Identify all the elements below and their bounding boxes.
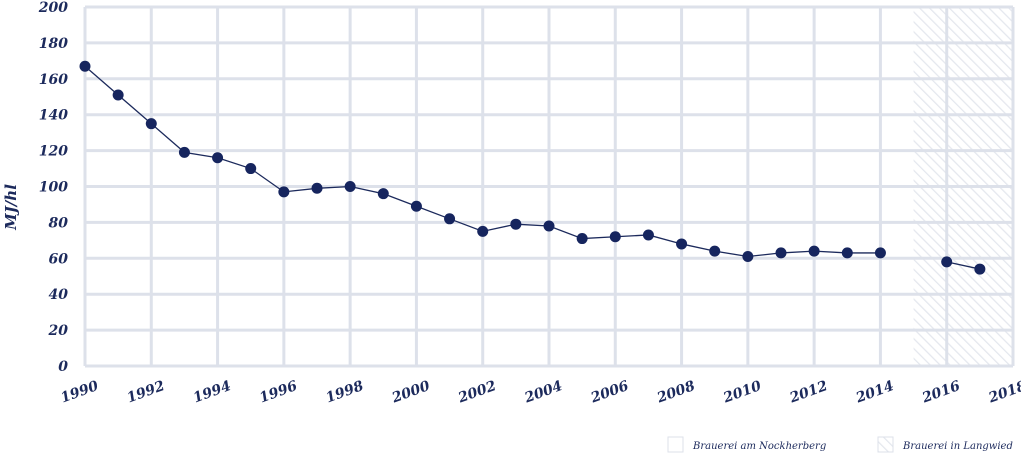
legend-label-0: Brauerei am Nockherberg: [692, 441, 826, 452]
x-tick-label: 2006: [588, 378, 631, 407]
y-tick-label: 200: [38, 0, 68, 16]
data-point: [311, 182, 323, 194]
grid: [83, 5, 1015, 368]
data-point: [709, 245, 721, 257]
y-tick-labels: 0 20 40 60 80 100 120 140 160 180 200: [38, 0, 68, 375]
legend-swatch-hatched: [877, 436, 894, 453]
x-tick-label: 2004: [522, 378, 565, 407]
data-point: [410, 200, 422, 212]
y-tick-label: 60: [49, 251, 69, 267]
x-tick-label: 2016: [919, 378, 962, 407]
data-point: [245, 163, 257, 175]
data-point: [477, 225, 489, 237]
data-point: [377, 188, 389, 200]
data-point: [543, 220, 555, 232]
legend-swatch-plain: [667, 436, 684, 453]
y-tick-label: 120: [39, 144, 68, 160]
x-tick-label: 1992: [125, 378, 167, 406]
x-tick-label: 2000: [389, 378, 432, 407]
x-tick-label: 1996: [257, 378, 299, 406]
series-line-1: [946, 261, 980, 270]
data-point: [344, 181, 356, 192]
x-tick-label: 1994: [191, 378, 233, 406]
x-tick-label: 1990: [59, 378, 101, 406]
data-point: [676, 238, 688, 250]
y-tick-label: 100: [39, 180, 68, 196]
data-point: [775, 247, 787, 259]
data-point: [874, 247, 886, 259]
y-tick-label: 40: [49, 287, 69, 303]
data-point: [808, 245, 820, 257]
data-points: [79, 60, 986, 275]
data-point: [742, 251, 754, 263]
data-point: [609, 231, 621, 243]
data-point: [974, 263, 986, 275]
y-tick-label: 80: [49, 215, 69, 231]
x-tick-label: 1998: [324, 378, 366, 406]
data-point: [178, 146, 190, 158]
x-tick-label: 2008: [654, 378, 697, 407]
legend: Brauerei am Nockherberg Brauerei in Lang…: [667, 436, 1013, 453]
data-point: [145, 118, 157, 130]
x-tick-label: 2002: [455, 378, 498, 407]
data-point: [278, 186, 290, 198]
x-tick-label: 2014: [853, 378, 896, 407]
y-axis-label: MJ/hl: [2, 184, 20, 231]
data-point: [576, 233, 588, 245]
x-tick-label: 2012: [787, 378, 830, 407]
y-tick-label: 180: [39, 36, 68, 52]
data-point: [444, 213, 456, 225]
data-point: [941, 256, 953, 268]
y-tick-label: 0: [58, 359, 68, 375]
y-tick-label: 160: [39, 72, 68, 88]
x-tick-label: 2018: [986, 378, 1021, 407]
x-tick-label: 2010: [721, 378, 764, 407]
data-point: [841, 247, 853, 259]
data-point: [212, 152, 224, 164]
y-tick-label: 20: [48, 323, 69, 339]
y-tick-label: 140: [39, 108, 68, 124]
legend-label-1: Brauerei in Langwied: [902, 441, 1013, 452]
x-tick-labels: 1990 1992 1994 1996 1998 2000 2002 2004 2006 2008…: [59, 378, 1021, 407]
data-point: [112, 89, 124, 101]
series-lines: [84, 65, 980, 270]
data-point: [510, 218, 522, 230]
data-point: [642, 229, 654, 241]
data-point: [79, 60, 91, 72]
